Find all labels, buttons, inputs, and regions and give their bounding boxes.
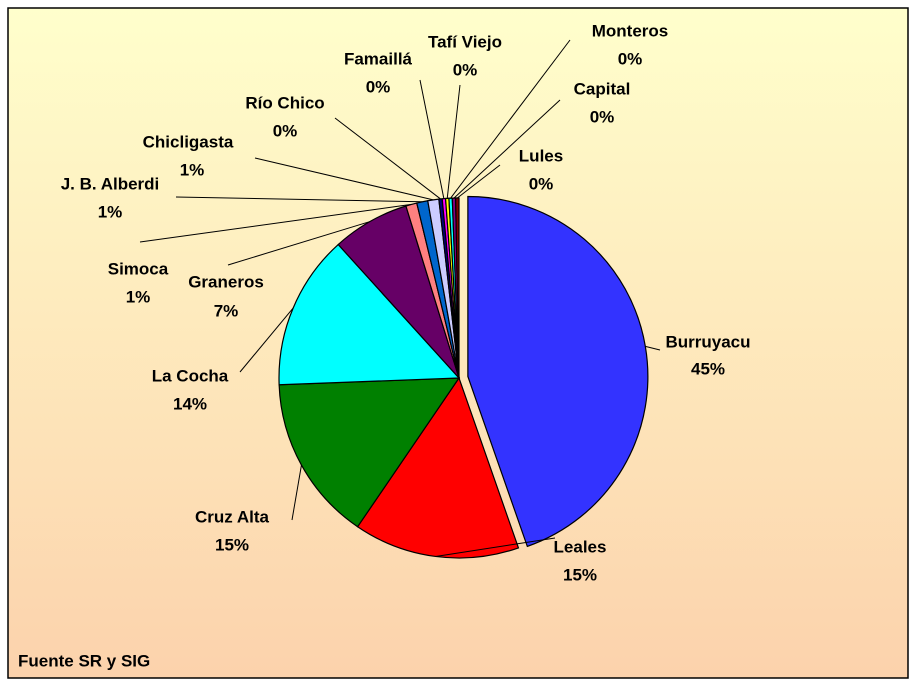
slice-label: J. B. Alberdi	[61, 174, 160, 193]
slice-value-label: 15%	[215, 535, 249, 554]
slice-value-label: 0%	[618, 49, 643, 68]
slice-label: Simoca	[108, 259, 169, 278]
slice-value-label: 1%	[180, 160, 205, 179]
slice-value-label: 0%	[366, 77, 391, 96]
slice-value-label: 45%	[691, 359, 725, 378]
slice-label: Famaillá	[344, 49, 413, 68]
slice-value-label: 0%	[273, 121, 298, 140]
slice-value-label: 0%	[453, 60, 478, 79]
pie-slice	[278, 243, 461, 386]
slice-value-label: 1%	[126, 287, 151, 306]
leader-line	[419, 79, 445, 199]
slice-value-label: 15%	[563, 565, 597, 584]
slice-label: Tafí Viejo	[428, 32, 502, 51]
slice-value-label: 0%	[590, 107, 615, 126]
leader-line	[446, 84, 461, 199]
pie-slice	[278, 377, 461, 528]
leader-line	[175, 196, 423, 203]
leader-line	[453, 99, 561, 199]
leader-line	[334, 117, 441, 200]
leader-line	[227, 221, 371, 266]
pie-slice	[467, 195, 649, 548]
slice-value-label: 14%	[173, 394, 207, 413]
slice-label: Burruyacu	[665, 332, 750, 351]
leader-line	[291, 464, 302, 521]
leader-line	[239, 307, 294, 373]
slice-label: Río Chico	[245, 93, 324, 112]
slice-label: Capital	[574, 79, 631, 98]
leader-line	[139, 203, 412, 243]
source-note: Fuente SR y SIG	[18, 651, 150, 670]
pie-slice	[356, 376, 520, 559]
slice-label: Monteros	[592, 21, 669, 40]
leader-line	[254, 157, 434, 201]
slice-value-label: 7%	[214, 301, 239, 320]
leader-line	[450, 39, 571, 199]
leader-line	[457, 164, 501, 199]
slice-label: La Cocha	[152, 366, 229, 385]
slice-label: Chicligasta	[143, 132, 234, 151]
leader-line	[435, 537, 556, 557]
slice-label: Lules	[519, 146, 563, 165]
slice-label: Cruz Alta	[195, 507, 270, 526]
leader-line	[645, 345, 661, 351]
slice-value-label: 1%	[98, 202, 123, 221]
slice-label: Graneros	[188, 272, 264, 291]
slice-value-label: 0%	[529, 174, 554, 193]
slice-label: Leales	[554, 537, 607, 556]
